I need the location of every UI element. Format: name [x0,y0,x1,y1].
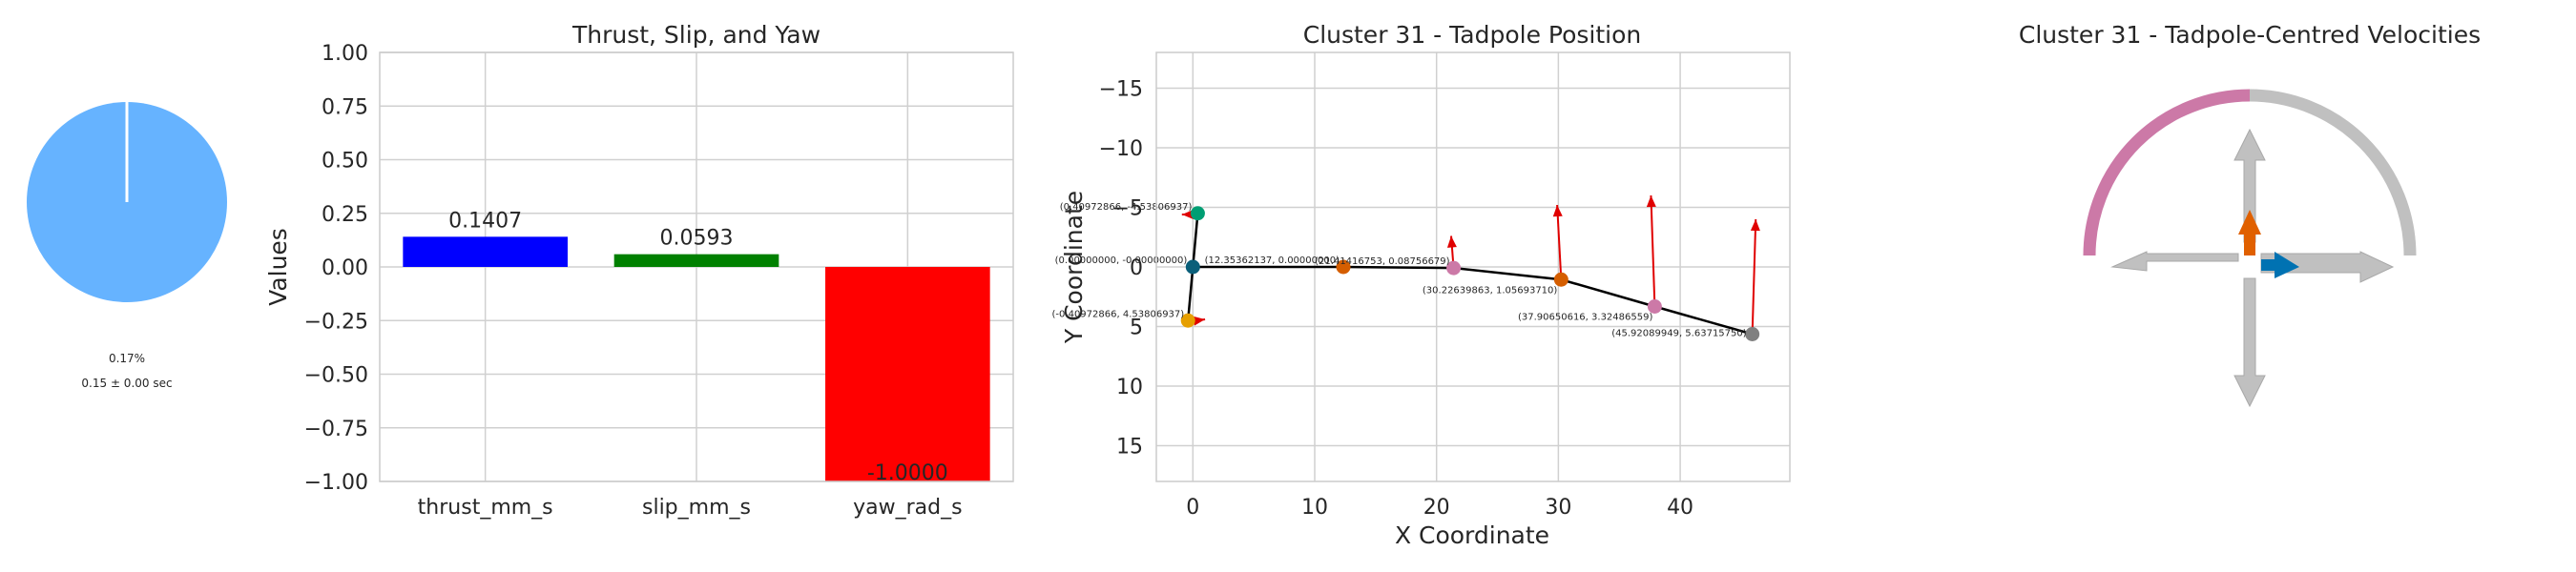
pie-time-label: 0.15 ± 0.00 sec [81,377,172,390]
bar-ytick-label: 0.75 [322,95,368,119]
velocity-arc-left [2083,89,2251,256]
velocity-arrow-head [1446,235,1457,248]
position-xtick-label: 20 [1423,496,1450,520]
position-chart-ticks: 0 10 20 30 40 −15 −10 −5 0 5 10 15 [1099,78,1694,521]
bar-chart-yticks: 1.00 0.75 0.50 0.25 0.00 −0.25 −0.50 −0.75 −1.00 [304,42,368,495]
position-point [1553,272,1568,287]
position-xtick-label: 10 [1301,496,1328,520]
bar-yaw_rad_s [825,267,990,481]
velocity-arrow-shaft [1650,194,1656,307]
position-point [1180,313,1195,328]
position-xtick-label: 40 [1667,496,1693,520]
position-ytick-label: 0 [1130,256,1143,280]
position-point-label: (37.90650616, 3.32486559) [1518,313,1653,323]
bar-ytick-label: 1.00 [322,42,368,66]
velocity-panel: Cluster 31 - Tadpole-Centred Velocities [2019,21,2481,408]
pie-panel: 0.17% 0.15 ± 0.00 sec [27,102,227,390]
position-point [1336,259,1351,275]
bar-xtick-yaw_rad_s: yaw_rad_s [853,496,962,520]
bar-slip_mm_s [613,254,779,267]
position-chart-frame [1155,51,1791,482]
position-chart-title: Cluster 31 - Tadpole Position [1303,21,1642,49]
position-ytick-label: 15 [1116,436,1143,460]
position-ytick-label: 10 [1116,376,1143,399]
position-chart-xlabel: X Coordinate [1395,521,1549,549]
bar-ytick-label: 0.25 [322,203,368,227]
position-chart-ylabel: Y Coordinate [1060,191,1088,344]
position-ytick-label: −5 [1112,197,1143,221]
velocity-arrow-head [1193,316,1206,326]
bar-ytick-label: −0.25 [304,310,368,334]
bar-ytick-label: −0.75 [304,418,368,441]
bar-ytick-label: 0.50 [322,150,368,174]
position-point [1446,260,1462,276]
bar-chart-frame [379,51,1014,482]
position-chart-path [1186,213,1754,336]
velocity-arrow-thrust [2238,210,2261,255]
position-point-label: (0.00000000, -0.00000000) [1055,255,1188,266]
velocity-arrow-head [1552,205,1563,217]
bar-ytick-label: −1.00 [304,471,368,495]
velocity-arrow-head [1181,210,1194,219]
position-trajectory-line [1186,213,1754,336]
bar-value-label-slip_mm_s: 0.0593 [660,227,734,251]
bar-thrust_mm_s [403,236,568,267]
bar-chart-bars [403,236,990,481]
velocity-arrow-shaft [1751,218,1757,335]
bar-chart-xticks: thrust_mm_s slip_mm_s yaw_rad_s [418,496,963,520]
velocity-arrow-head [1750,219,1760,232]
bar-xtick-thrust_mm_s: thrust_mm_s [418,496,553,520]
position-ytick-label: −15 [1099,78,1143,102]
position-point [1190,206,1205,221]
position-xtick-label: 30 [1545,496,1571,520]
position-chart: Cluster 31 - Tadpole Position X Coordina… [1052,21,1791,549]
position-point-label: (21.41416753, 0.08756679) [1315,256,1450,267]
position-xtick-label: 0 [1186,496,1199,520]
position-point-label: (45.92089949, 5.63715750) [1611,329,1747,339]
bar-ytick-label: 0.00 [322,256,368,280]
velocity-arrow-down-gray [2233,277,2266,408]
position-ytick-label: 5 [1130,317,1143,340]
position-point-label: (-0.40972866, 4.53806937) [1052,309,1185,319]
position-chart-point-labels: (0.40972866, -4.53806937) (0.00000000, -0… [1052,202,1747,339]
velocity-arrow-head [1646,195,1656,208]
position-point-label: (12.35362137, 0.00000000) [1205,255,1340,266]
velocity-arrow-shaft [1556,204,1563,280]
velocity-arc-right [2249,89,2417,256]
position-point-label: (0.40972866, -4.53806937) [1060,202,1193,213]
bar-value-label-thrust_mm_s: 0.1407 [448,209,522,233]
position-ytick-label: −10 [1099,137,1143,161]
position-point [1185,259,1200,275]
bar-chart: Thrust, Slip, and Yaw Values 0.1407 0.059… [264,21,1014,520]
position-point [1745,327,1760,341]
bar-xtick-slip_mm_s: slip_mm_s [642,496,751,520]
velocity-panel-title: Cluster 31 - Tadpole-Centred Velocities [2019,21,2481,49]
position-point [1647,299,1662,314]
bar-ytick-label: −0.50 [304,364,368,388]
bar-chart-title: Thrust, Slip, and Yaw [571,21,821,49]
position-chart-velocity-arrows [1181,194,1760,335]
velocity-arrow-slip [2261,252,2299,278]
pie-percent-label: 0.17% [109,352,145,365]
velocity-arrow-left-gray [2110,251,2239,272]
position-chart-points [1180,206,1760,341]
position-point-label: (30.22639863, 1.05693710) [1423,285,1558,296]
bar-chart-ylabel: Values [264,228,292,306]
